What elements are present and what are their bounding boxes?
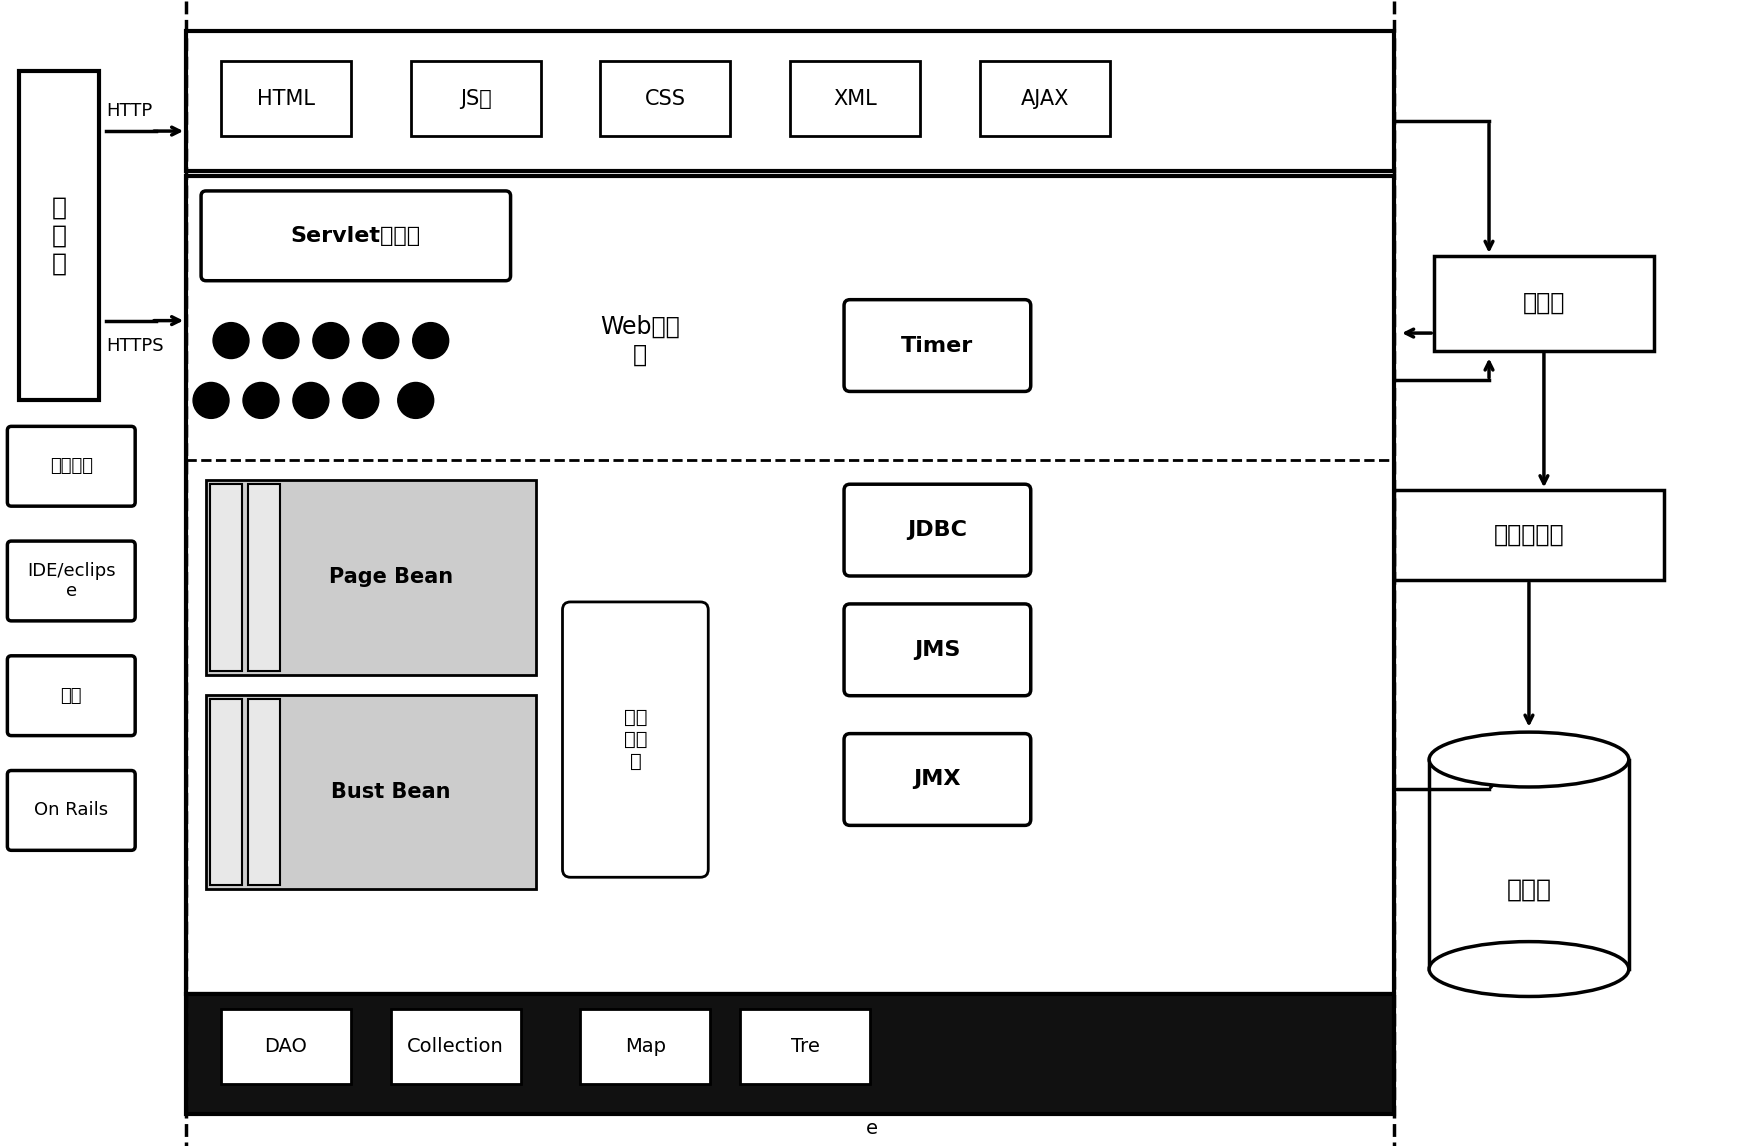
FancyBboxPatch shape [1428, 759, 1629, 969]
Circle shape [263, 322, 298, 359]
Text: Web组件
库: Web组件 库 [600, 314, 680, 366]
Text: CSS: CSS [645, 88, 685, 109]
Circle shape [363, 322, 399, 359]
Text: HTTPS: HTTPS [106, 336, 164, 354]
FancyBboxPatch shape [19, 71, 99, 400]
FancyBboxPatch shape [563, 602, 708, 877]
Circle shape [242, 382, 279, 419]
FancyBboxPatch shape [201, 190, 511, 281]
Text: 浏
览
器: 浏 览 器 [52, 196, 66, 275]
FancyBboxPatch shape [844, 734, 1031, 826]
FancyBboxPatch shape [844, 299, 1031, 391]
FancyBboxPatch shape [248, 699, 281, 885]
FancyBboxPatch shape [187, 31, 1393, 171]
Text: HTML: HTML [256, 88, 316, 109]
FancyBboxPatch shape [1434, 256, 1653, 351]
Text: Collection: Collection [408, 1037, 504, 1056]
FancyBboxPatch shape [209, 484, 242, 671]
FancyBboxPatch shape [7, 771, 136, 850]
FancyBboxPatch shape [844, 604, 1031, 696]
Circle shape [344, 382, 378, 419]
FancyBboxPatch shape [581, 1009, 710, 1084]
Ellipse shape [1428, 942, 1629, 997]
Text: AJAX: AJAX [1020, 88, 1069, 109]
Circle shape [293, 382, 330, 419]
FancyBboxPatch shape [206, 481, 535, 674]
Text: IDE/eclips
e: IDE/eclips e [26, 562, 115, 600]
Circle shape [194, 382, 228, 419]
FancyBboxPatch shape [844, 484, 1031, 576]
Circle shape [213, 322, 249, 359]
FancyBboxPatch shape [790, 61, 919, 136]
Text: Tre: Tre [790, 1037, 820, 1056]
Text: HTTP: HTTP [106, 102, 152, 120]
Text: On Rails: On Rails [35, 802, 108, 819]
Text: XML: XML [834, 88, 877, 109]
FancyBboxPatch shape [221, 1009, 351, 1084]
FancyBboxPatch shape [412, 61, 541, 136]
Text: Servlet控制器: Servlet控制器 [291, 226, 420, 245]
FancyBboxPatch shape [248, 484, 281, 671]
Circle shape [398, 382, 434, 419]
Text: e: e [867, 1119, 877, 1138]
FancyBboxPatch shape [187, 994, 1393, 1114]
Text: JMX: JMX [914, 770, 961, 789]
Text: DAO: DAO [265, 1037, 307, 1056]
FancyBboxPatch shape [391, 1009, 520, 1084]
FancyBboxPatch shape [739, 1009, 870, 1084]
Text: Page Bean: Page Bean [328, 568, 453, 587]
FancyBboxPatch shape [7, 427, 136, 506]
FancyBboxPatch shape [7, 656, 136, 735]
Text: JDBC: JDBC [907, 520, 968, 540]
FancyBboxPatch shape [209, 699, 242, 885]
Text: 业务中间件: 业务中间件 [1493, 523, 1564, 547]
Text: 扩展
工具
库: 扩展 工具 库 [624, 708, 647, 771]
FancyBboxPatch shape [7, 541, 136, 621]
Text: 数据库: 数据库 [1507, 877, 1552, 902]
Text: JS库: JS库 [460, 88, 492, 109]
FancyBboxPatch shape [1393, 490, 1664, 580]
Circle shape [413, 322, 448, 359]
FancyBboxPatch shape [600, 61, 731, 136]
FancyBboxPatch shape [980, 61, 1109, 136]
Text: Timer: Timer [902, 336, 973, 356]
Ellipse shape [1428, 732, 1629, 787]
Text: Bust Bean: Bust Bean [331, 782, 450, 802]
Text: 外部工具: 外部工具 [51, 458, 92, 475]
FancyBboxPatch shape [206, 695, 535, 889]
Text: JMS: JMS [914, 640, 961, 660]
Text: Map: Map [624, 1037, 666, 1056]
Text: 适配器: 适配器 [1523, 291, 1564, 315]
FancyBboxPatch shape [221, 61, 351, 136]
Circle shape [312, 322, 349, 359]
Text: 监控: 监控 [61, 687, 82, 704]
